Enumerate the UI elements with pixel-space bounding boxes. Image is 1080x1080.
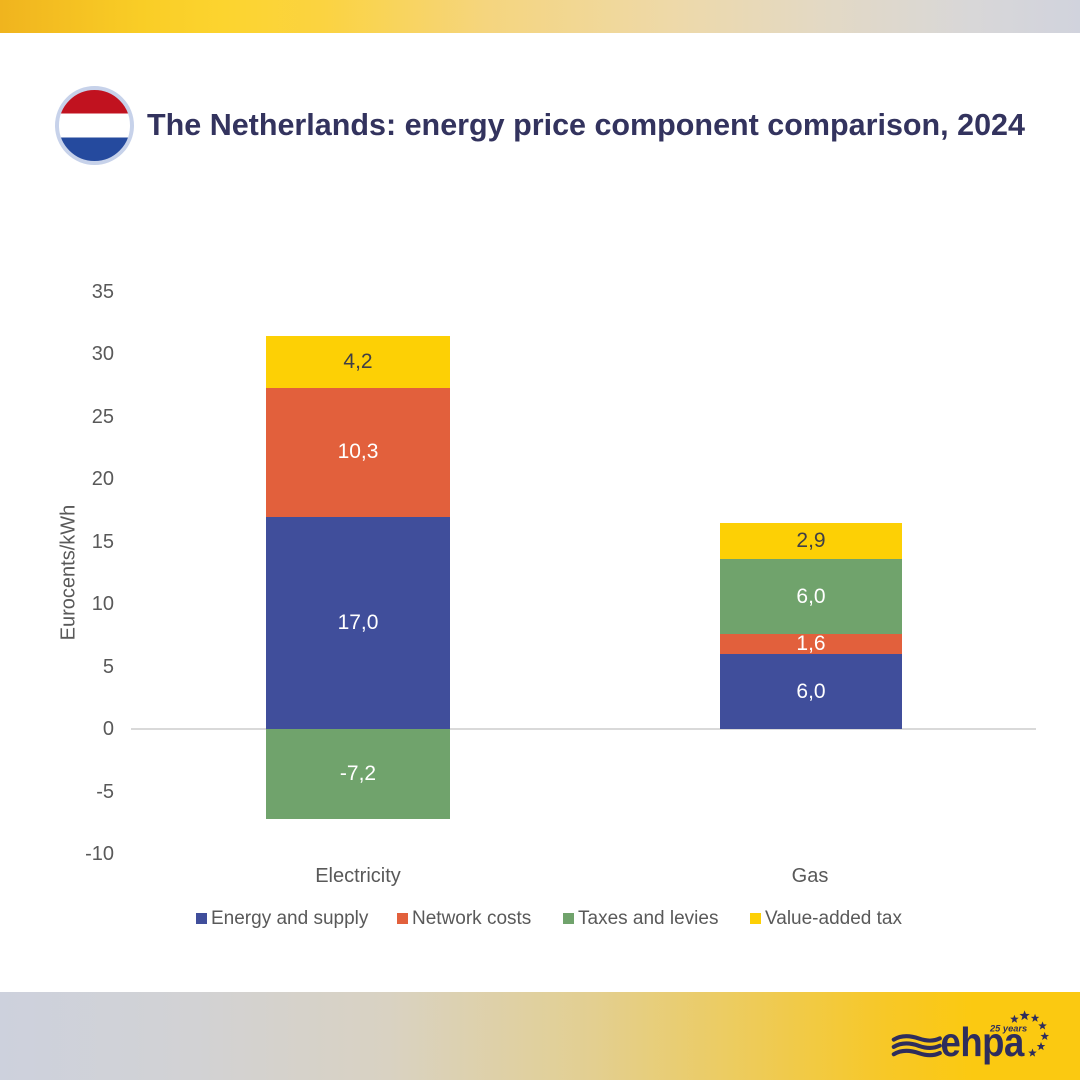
svg-text:ehpa: ehpa (941, 1020, 1025, 1065)
svg-text:25 years: 25 years (989, 1023, 1027, 1033)
